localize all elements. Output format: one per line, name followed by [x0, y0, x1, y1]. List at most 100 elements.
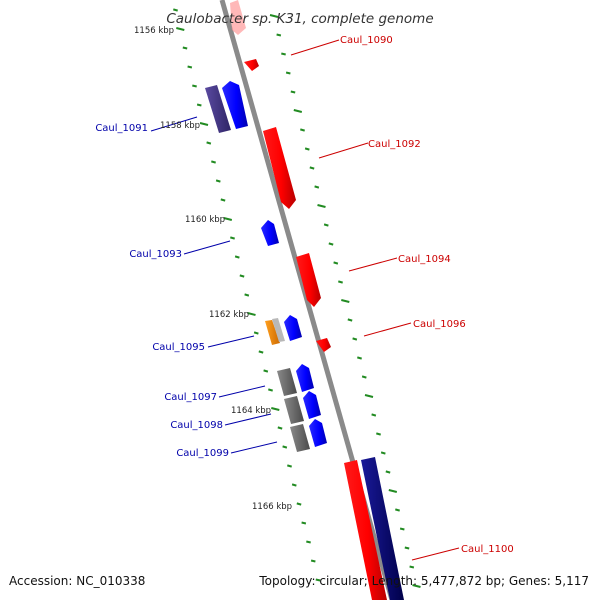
- ruler-label-1164: 1164 kbp: [231, 406, 271, 416]
- gene-labels: Caul_1090 Caul_1091 Caul_1092 Caul_1093 …: [95, 35, 513, 555]
- gene-top-faded[interactable]: [230, 0, 246, 35]
- gene-caul-1095-orange[interactable]: [265, 320, 280, 345]
- gene-caul-1095-gray[interactable]: [272, 318, 285, 342]
- tick-mark: [282, 445, 288, 449]
- tick-mark: [338, 280, 343, 284]
- tick-mark: [412, 584, 421, 588]
- tick-mark: [333, 261, 339, 265]
- tick-mark: [376, 432, 381, 436]
- gene-label-caul-1094[interactable]: Caul_1094: [398, 254, 451, 265]
- gene-caul-1092[interactable]: [263, 127, 296, 209]
- tick-mark: [347, 318, 353, 322]
- tick-mark: [253, 331, 259, 335]
- tick-mark: [230, 236, 235, 240]
- gene-caul-1095[interactable]: [284, 315, 302, 341]
- gene-label-caul-1100[interactable]: Caul_1100: [461, 544, 514, 555]
- gene-features: [205, 0, 404, 600]
- tick-mark: [404, 546, 410, 550]
- gene-caul-1100[interactable]: [344, 460, 387, 600]
- gene-label-caul-1091[interactable]: Caul_1091: [95, 123, 148, 134]
- gene-caul-1091-purple[interactable]: [205, 85, 231, 133]
- gene-caul-1100-navy[interactable]: [361, 457, 404, 600]
- tick-mark: [206, 141, 212, 145]
- tick-mark: [182, 46, 188, 50]
- gene-label-caul-1090[interactable]: Caul_1090: [340, 35, 393, 46]
- gene-caul-1097-gray[interactable]: [277, 368, 297, 396]
- tick-mark: [293, 109, 303, 113]
- gene-label-caul-1095[interactable]: Caul_1095: [152, 342, 205, 353]
- gene-caul-1091[interactable]: [222, 81, 248, 129]
- label-leader-lines: [150, 39, 460, 561]
- tick-mark: [258, 350, 264, 354]
- gene-label-caul-1093[interactable]: Caul_1093: [129, 249, 182, 260]
- tick-mark: [296, 502, 302, 506]
- ruler-label-1158: 1158 kbp: [160, 121, 200, 131]
- tick-mark: [300, 128, 305, 132]
- tick-mark: [290, 90, 296, 94]
- tick-mark: [315, 578, 321, 582]
- tick-mark: [341, 299, 350, 303]
- tick-mark: [244, 293, 250, 297]
- gene-caul-1098-gray[interactable]: [284, 396, 304, 424]
- tick-mark: [310, 559, 316, 563]
- tick-mark: [199, 122, 209, 126]
- tick-mark: [263, 369, 269, 373]
- tick-mark: [220, 198, 226, 202]
- ruler-label-1160: 1160 kbp: [185, 215, 225, 225]
- tick-mark: [247, 312, 256, 316]
- tick-mark: [309, 166, 315, 170]
- ruler-label-1156: 1156 kbp: [134, 26, 174, 36]
- tick-mark: [291, 483, 297, 487]
- gene-caul-1099-gray[interactable]: [290, 424, 310, 452]
- tick-mark: [196, 103, 202, 107]
- gene-caul-1090[interactable]: [244, 59, 259, 71]
- tick-mark: [211, 160, 216, 164]
- gene-caul-1096[interactable]: [316, 338, 331, 352]
- tick-mark: [395, 508, 400, 512]
- gene-label-caul-1096[interactable]: Caul_1096: [413, 319, 466, 330]
- tick-mark: [301, 521, 307, 525]
- tick-mark: [317, 204, 326, 208]
- tick-mark: [285, 71, 291, 75]
- gene-caul-1097[interactable]: [296, 364, 314, 392]
- tick-mark: [357, 356, 362, 360]
- ruler-label-1162: 1162 kbp: [209, 310, 249, 320]
- tick-mark: [314, 185, 320, 189]
- tick-mark: [271, 407, 280, 411]
- tick-mark: [385, 470, 391, 474]
- ruler-labels: 1156 kbp 1158 kbp 1160 kbp 1162 kbp 1164…: [134, 26, 292, 512]
- genome-summary-text: Topology: circular; Length: 5,477,872 bp…: [259, 574, 589, 588]
- tick-mark: [364, 394, 374, 398]
- tick-mark: [352, 337, 358, 341]
- tick-mark: [269, 14, 279, 18]
- tick-mark: [276, 33, 282, 37]
- tick-mark: [281, 52, 286, 56]
- tick-marks: [173, 8, 421, 588]
- tick-mark: [192, 84, 197, 88]
- gene-label-caul-1092[interactable]: Caul_1092: [368, 139, 421, 150]
- gene-caul-1098[interactable]: [303, 391, 321, 419]
- tick-mark: [223, 217, 233, 221]
- tick-mark: [399, 527, 405, 531]
- tick-mark: [234, 255, 240, 259]
- gene-label-caul-1098[interactable]: Caul_1098: [170, 420, 223, 431]
- tick-mark: [215, 179, 221, 183]
- gene-label-caul-1097[interactable]: Caul_1097: [164, 392, 217, 403]
- tick-mark: [176, 27, 185, 31]
- gene-label-caul-1099[interactable]: Caul_1099: [176, 448, 229, 459]
- tick-mark: [388, 489, 398, 493]
- tick-mark: [277, 426, 283, 430]
- tick-mark: [173, 8, 178, 12]
- tick-mark: [380, 451, 386, 455]
- tick-mark: [328, 242, 334, 246]
- accession-text: Accession: NC_010338: [9, 574, 146, 588]
- tick-mark: [306, 540, 311, 544]
- tick-mark: [239, 274, 245, 278]
- genome-title: Caulobacter sp. K31, complete genome: [166, 11, 433, 27]
- gene-caul-1099[interactable]: [309, 419, 327, 447]
- tick-mark: [287, 464, 292, 468]
- ruler-label-1166: 1166 kbp: [252, 502, 292, 512]
- gene-caul-1094[interactable]: [296, 253, 321, 307]
- gene-caul-1093[interactable]: [261, 220, 279, 246]
